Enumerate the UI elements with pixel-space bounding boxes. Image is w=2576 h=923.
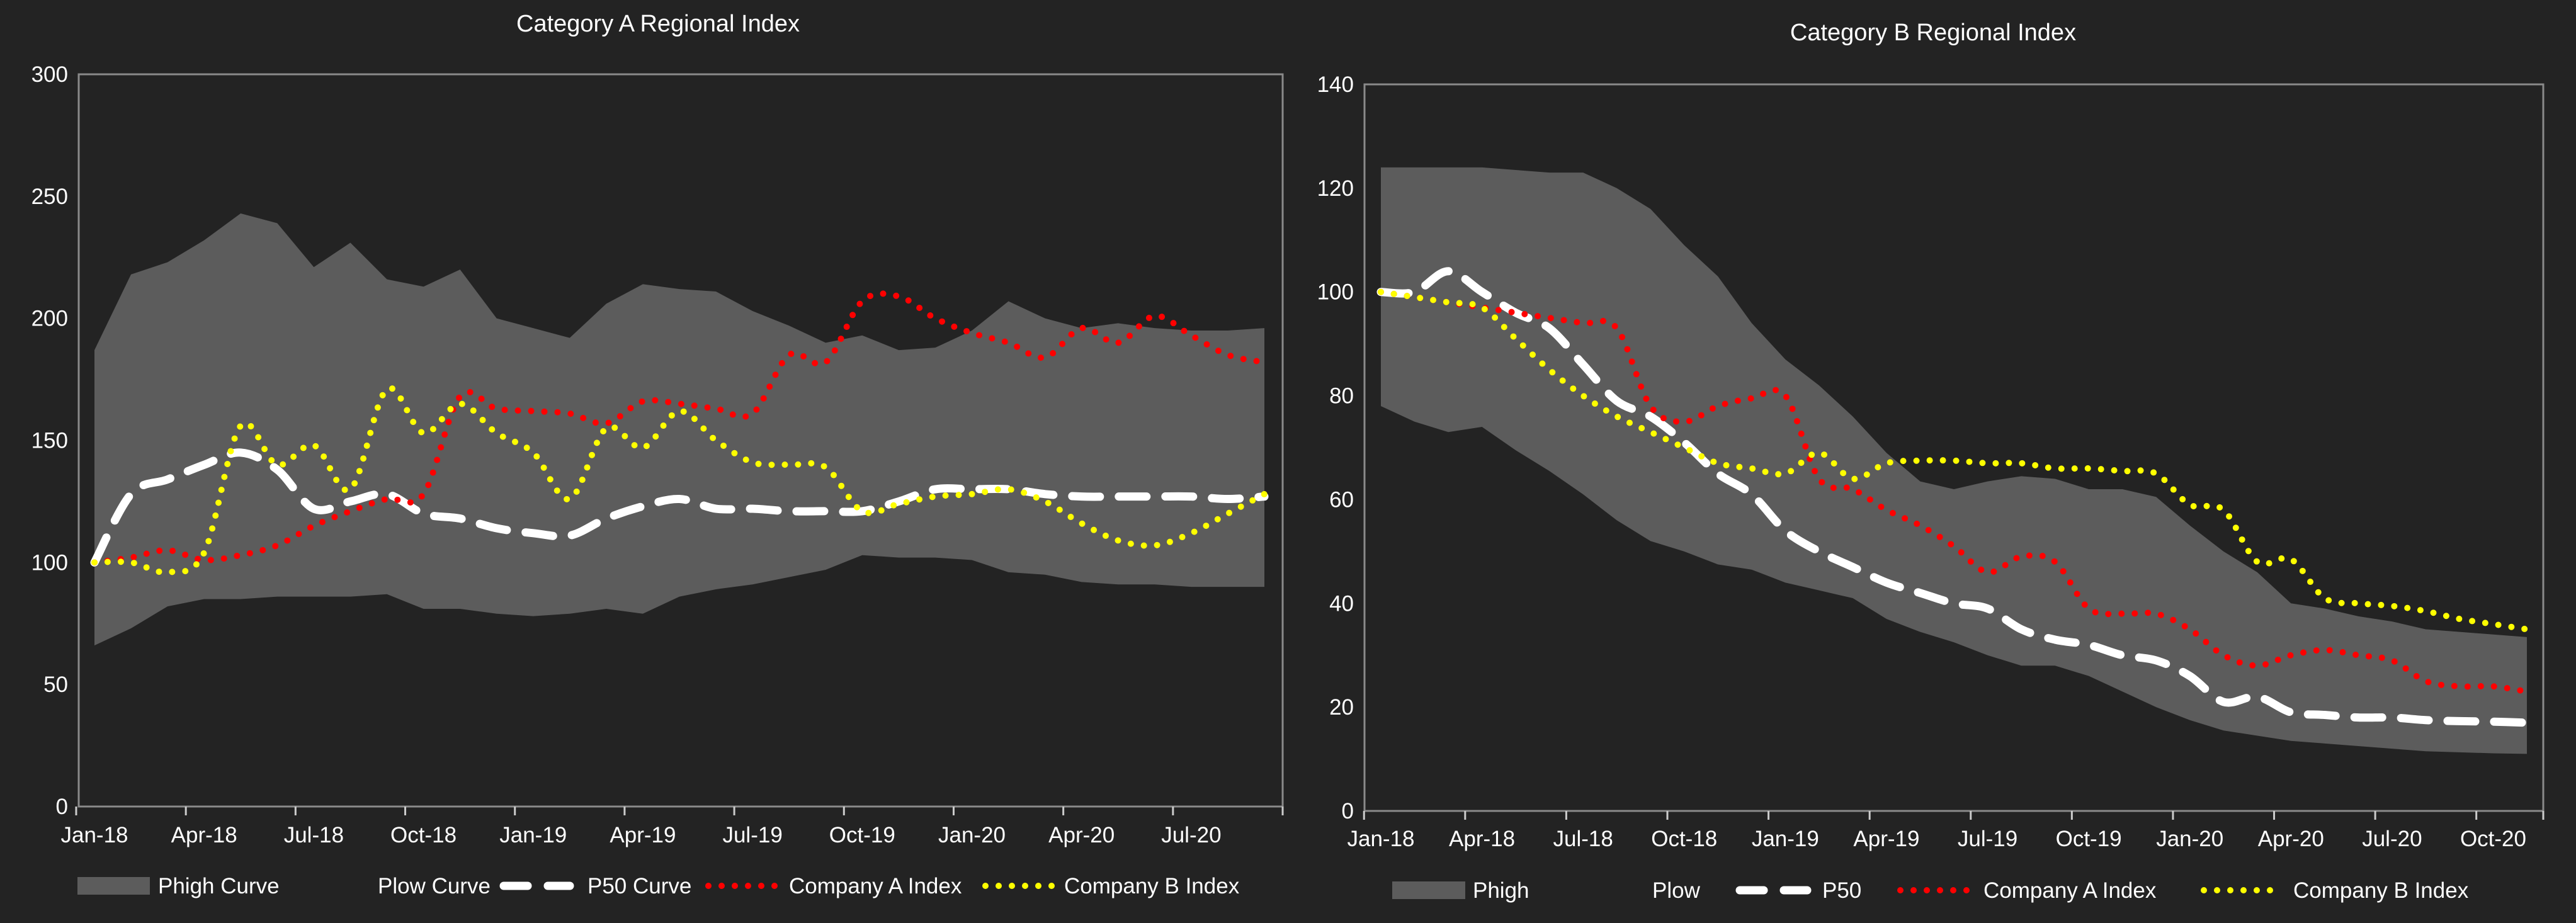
x-tick-label: Jan-19 [1752, 827, 1819, 851]
x-tick-label: Oct-19 [829, 823, 895, 847]
x-tick-label: Apr-20 [2258, 827, 2324, 851]
phigh-plow-band [1381, 167, 2527, 754]
y-tick-label: 80 [1329, 384, 1354, 409]
x-tick-label: Apr-19 [610, 823, 676, 847]
company-a-line [91, 290, 1268, 566]
x-tick-label: Oct-20 [2460, 827, 2526, 851]
x-tick-label: Jul-19 [1958, 827, 2017, 851]
x-tick-label: Jul-20 [2362, 827, 2422, 851]
x-tick-label: Apr-19 [1853, 827, 1919, 851]
y-tick-label: 150 [31, 429, 68, 453]
legend-phigh-swatch [77, 877, 150, 895]
y-tick-label: 20 [1329, 695, 1354, 720]
legend-company-a-label: Company A Index [789, 874, 962, 898]
company-b-line [1378, 288, 2530, 633]
x-tick-label: Jan-18 [1347, 827, 1414, 851]
x-tick-label: Jan-18 [60, 823, 128, 847]
legend-company-b-label: Company B Index [1064, 874, 1240, 898]
y-tick-label: 60 [1329, 487, 1354, 512]
y-tick-label: 40 [1329, 591, 1354, 616]
legend-phigh-label: Phigh [1473, 878, 1529, 903]
y-tick-label: 50 [43, 672, 68, 697]
x-tick-label: Apr-18 [1449, 827, 1515, 851]
x-tick-label: Jan-20 [2156, 827, 2223, 851]
plot-area-border [1363, 83, 2545, 812]
legend-plow-label: Plow [1652, 878, 1701, 903]
legend-p50-label: P50 Curve [587, 874, 691, 898]
chart-title: Category A Regional Index [516, 11, 800, 37]
chart-category-b: Category B Regional Index 0 20 40 60 80 100 12… [1317, 20, 2545, 903]
legend-phigh-swatch [1392, 881, 1465, 899]
chart-title: Category B Regional Index [1790, 20, 2076, 46]
y-tick-label: 100 [31, 550, 68, 575]
legend-company-a-label: Company A Index [1983, 878, 2157, 903]
y-tick-label: 100 [1317, 280, 1354, 305]
x-tick-label: Jul-18 [1553, 827, 1613, 851]
legend-plow-label: Plow Curve [378, 874, 491, 898]
x-tick-label: Jul-20 [1161, 823, 1221, 847]
legend-phigh-label: Phigh Curve [158, 874, 280, 898]
x-tick-label: Jan-20 [938, 823, 1006, 847]
chart-category-a: Category A Regional Index 0 50 100 150 200 25… [31, 11, 1284, 898]
p50-line [1376, 267, 2531, 727]
x-tick-label: Oct-18 [1651, 827, 1717, 851]
company-b-line [91, 385, 1268, 576]
x-tick-label: Jul-18 [284, 823, 344, 847]
y-tick-label: 120 [1317, 176, 1354, 201]
y-tick-label: 140 [1317, 72, 1354, 97]
y-tick-label: 0 [56, 795, 68, 819]
y-tick-label: 200 [31, 307, 68, 331]
x-tick-label: Apr-18 [171, 823, 237, 847]
x-tick-label: Jul-19 [722, 823, 782, 847]
p50-line [90, 448, 1269, 567]
y-tick-label: 0 [1342, 799, 1354, 824]
plot-area-border [77, 73, 1284, 808]
y-tick-label: 300 [31, 62, 68, 87]
x-tick-label: Jan-19 [499, 823, 567, 847]
x-tick-label: Apr-20 [1048, 823, 1115, 847]
x-tick-label: Oct-18 [390, 823, 457, 847]
x-tick-label: Oct-19 [2056, 827, 2122, 851]
y-tick-label: 250 [31, 184, 68, 209]
legend-p50-label: P50 [1822, 878, 1861, 903]
legend-company-b-label: Company B Index [2293, 878, 2469, 903]
phigh-plow-band [94, 213, 1264, 646]
